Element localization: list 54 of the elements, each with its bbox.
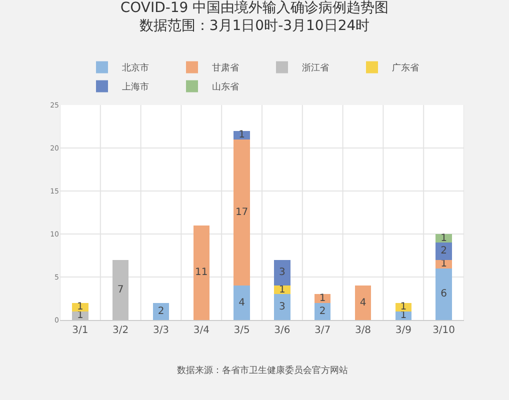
data-label: 11 [195, 267, 208, 278]
chart-title: COVID-19 中国由境外输入确诊病例趋势图 [120, 0, 389, 16]
bar [234, 130, 250, 140]
bar [314, 294, 331, 303]
data-label: 7 [117, 284, 124, 296]
bar [234, 139, 250, 286]
data-label: 1 [77, 302, 84, 313]
legend-label: 上海市 [122, 82, 149, 93]
bar [274, 294, 290, 320]
x-tick-label: 3/8 [354, 325, 372, 336]
legend-label: 北京市 [122, 62, 149, 74]
bar [436, 242, 452, 260]
bar [152, 302, 170, 320]
x-tick-label: 3/1 [72, 325, 88, 336]
x-tick-label: 3/2 [112, 325, 129, 336]
data-label: 4 [360, 297, 366, 308]
data-label: 2 [319, 306, 326, 317]
x-tick-label: 3/5 [234, 325, 250, 336]
bar [436, 234, 452, 243]
data-label: 2 [440, 246, 447, 257]
source-note: 数据来源：各省市卫生健康委员会官方网站 [177, 365, 348, 376]
data-label: 2 [158, 306, 164, 317]
bar [436, 268, 452, 320]
legend-label: 广东省 [392, 62, 419, 74]
x-tick-label: 3/4 [193, 325, 210, 336]
legend-label: 甘肃省 [212, 62, 239, 74]
bar [72, 302, 88, 312]
bar [72, 311, 88, 320]
bar [234, 286, 250, 320]
data-label: 1 [440, 232, 447, 244]
data-label: 3 [279, 302, 286, 313]
bar [314, 302, 331, 320]
bar [193, 225, 210, 320]
x-tick-label: 3/3 [152, 325, 170, 336]
data-label: 4 [238, 297, 245, 308]
bar [112, 260, 129, 320]
bar [354, 286, 372, 320]
legend-label: 浙江省 [302, 62, 329, 74]
x-tick-label: 3/6 [274, 325, 290, 336]
data-label: 6 [440, 288, 447, 300]
x-tick-label: 3/9 [395, 325, 412, 336]
bar [274, 286, 290, 294]
data-label: 1 [279, 284, 286, 296]
bar [274, 260, 290, 286]
x-tick-label: 3/10 [432, 325, 456, 336]
data-label: 1 [400, 302, 407, 313]
data-label: 1 [238, 130, 245, 141]
bar [436, 260, 452, 268]
chart-subtitle: 数据范围：3月1日0时-3月10日24时 [139, 18, 370, 34]
data-label: 1 [319, 293, 326, 304]
data-label: 17 [235, 207, 248, 218]
x-tick-label: 3/7 [314, 325, 331, 336]
legend-label: 山东省 [212, 82, 239, 93]
data-label: 3 [279, 267, 286, 278]
